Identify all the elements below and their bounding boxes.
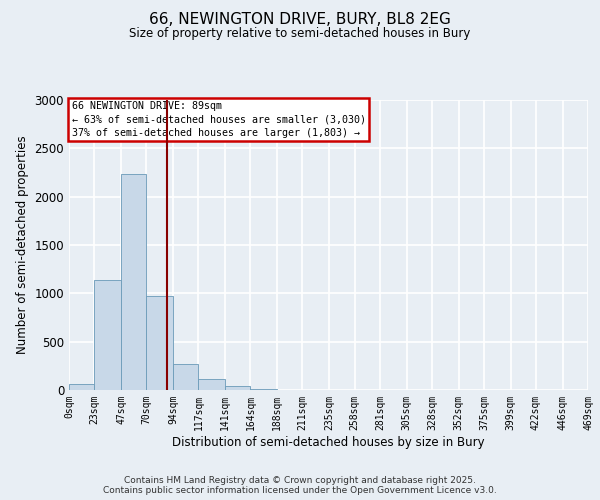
- Bar: [69, 384, 94, 390]
- Bar: [199, 380, 225, 390]
- Text: Size of property relative to semi-detached houses in Bury: Size of property relative to semi-detach…: [130, 28, 470, 40]
- X-axis label: Distribution of semi-detached houses by size in Bury: Distribution of semi-detached houses by …: [172, 436, 485, 448]
- Bar: [173, 364, 199, 390]
- Y-axis label: Number of semi-detached properties: Number of semi-detached properties: [16, 136, 29, 354]
- Text: 66, NEWINGTON DRIVE, BURY, BL8 2EG: 66, NEWINGTON DRIVE, BURY, BL8 2EG: [149, 12, 451, 28]
- Bar: [250, 389, 277, 390]
- Bar: [94, 280, 121, 390]
- Text: Contains public sector information licensed under the Open Government Licence v3: Contains public sector information licen…: [103, 486, 497, 495]
- Bar: [121, 174, 146, 390]
- Text: 66 NEWINGTON DRIVE: 89sqm
← 63% of semi-detached houses are smaller (3,030)
37% : 66 NEWINGTON DRIVE: 89sqm ← 63% of semi-…: [71, 102, 365, 138]
- Bar: [225, 386, 250, 390]
- Text: Contains HM Land Registry data © Crown copyright and database right 2025.: Contains HM Land Registry data © Crown c…: [124, 476, 476, 485]
- Bar: [146, 296, 173, 390]
